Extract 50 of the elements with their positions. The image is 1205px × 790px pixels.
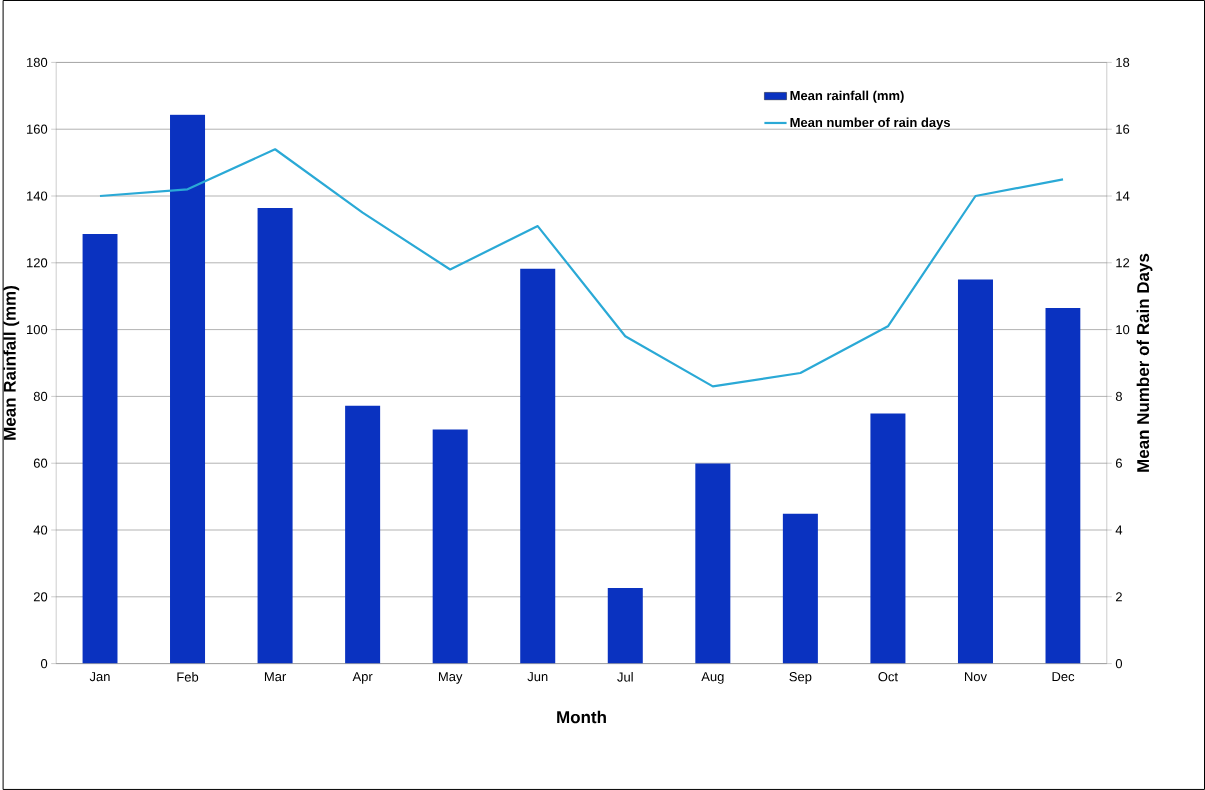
y2-tick-label: 6 — [1115, 458, 1122, 468]
x-tick-label: Jun — [527, 672, 548, 682]
x-tick-label: Nov — [965, 672, 987, 682]
y2-tick-label: 0 — [1115, 659, 1123, 669]
bar — [957, 279, 993, 664]
x-tick-label: Mar — [264, 672, 287, 682]
x-tick-label: Jan — [89, 672, 110, 682]
line-series — [98, 148, 1065, 388]
bar — [520, 268, 556, 664]
y2-tick-label: 8 — [1115, 391, 1122, 402]
x-axis-title: Month — [557, 710, 606, 724]
bar — [432, 429, 468, 664]
y-tick-label: 20 — [33, 592, 48, 602]
legend-label: Mean rainfall (mm) — [790, 90, 904, 103]
y-tick-label: 80 — [33, 391, 48, 402]
bar — [170, 114, 206, 664]
y2-tick-label: 10 — [1116, 325, 1130, 335]
y-tick-label: 0 — [40, 659, 48, 669]
bar — [1045, 307, 1081, 664]
y-tick-label: 120 — [27, 258, 48, 268]
bar — [782, 513, 818, 664]
bar — [870, 413, 906, 664]
x-tick-label: Jul — [617, 672, 633, 682]
bar — [345, 405, 381, 664]
bar — [607, 588, 643, 664]
y2-tick-label: 18 — [1116, 57, 1130, 68]
bar — [82, 234, 118, 664]
x-tick-label: Feb — [177, 672, 199, 682]
y-tick-label: 180 — [27, 57, 48, 68]
y-tick-label: 60 — [33, 458, 48, 468]
y2-tick-label: 14 — [1116, 191, 1130, 201]
y2-axis-title: Mean Number of Rain Days — [1136, 253, 1153, 472]
y-tick-label: 160 — [27, 124, 48, 134]
y2-tick-label: 12 — [1116, 258, 1130, 268]
y2-tick-label: 2 — [1115, 592, 1122, 602]
x-tick-label: Apr — [352, 672, 373, 684]
x-tick-label: Aug — [701, 672, 724, 684]
x-tick-label: Dec — [1052, 672, 1075, 682]
y2-tick-label: 4 — [1115, 525, 1123, 535]
bar — [257, 208, 293, 664]
y-axis-title: Mean Rainfall (mm) — [3, 286, 20, 440]
y-tick-label: 140 — [27, 191, 48, 201]
y2-tick-label: 16 — [1116, 124, 1130, 134]
y-tick-label: 100 — [27, 325, 48, 335]
y-tick-label: 40 — [33, 525, 48, 535]
x-tick-label: Oct — [878, 672, 898, 682]
legend-label: Mean number of rain days — [790, 117, 950, 130]
x-tick-label: May — [438, 672, 463, 684]
x-tick-label: Sep — [789, 672, 812, 684]
bar — [695, 463, 731, 664]
